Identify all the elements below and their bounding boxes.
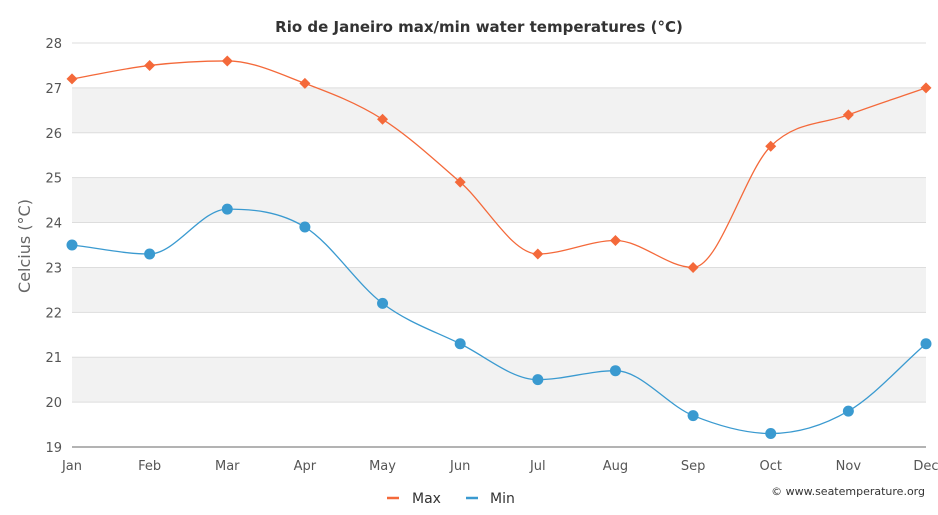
series-max-point[interactable]: [765, 140, 777, 152]
series-min-point[interactable]: [377, 297, 389, 309]
y-tick-label: 22: [45, 306, 62, 321]
y-tick-label: 20: [45, 396, 62, 411]
credit-text[interactable]: © www.seatemperature.org: [771, 485, 925, 498]
series-max-point[interactable]: [609, 235, 621, 247]
series-min-point[interactable]: [454, 338, 466, 350]
grid-band: [72, 267, 926, 313]
series-max-point[interactable]: [377, 113, 389, 125]
series-max-point[interactable]: [920, 82, 932, 94]
x-tick-labels: Jan Feb Mar Apr May Jun Jul Aug Sep Oct Nov Dec: [61, 459, 938, 474]
x-tick-label: Dec: [913, 459, 938, 474]
legend-max-label: Max: [412, 491, 441, 507]
series-min-point[interactable]: [765, 428, 777, 440]
chart-title: Rio de Janeiro max/min water temperature…: [275, 18, 683, 36]
y-axis-label: Celcius (°C): [15, 199, 34, 293]
series-max: [66, 55, 932, 273]
gridlines: [72, 42, 926, 403]
background-bands: [72, 87, 926, 403]
legend: Max Min: [387, 491, 515, 507]
x-tick-label: May: [369, 459, 396, 474]
x-tick-label: Oct: [759, 459, 781, 474]
y-tick-label: 26: [45, 127, 62, 142]
series-min-point[interactable]: [66, 239, 78, 251]
series-max-point[interactable]: [532, 248, 544, 260]
series-min-point[interactable]: [920, 338, 932, 350]
x-tick-label: Jul: [529, 459, 546, 474]
series-max-point[interactable]: [66, 73, 78, 85]
series-min-point[interactable]: [144, 248, 156, 260]
series-max-point[interactable]: [221, 55, 233, 67]
y-tick-label: 28: [45, 37, 62, 52]
y-tick-label: 27: [45, 82, 62, 97]
y-tick-label: 19: [45, 441, 62, 456]
series-min: [66, 203, 932, 440]
x-tick-label: Nov: [836, 459, 862, 474]
series-min-point[interactable]: [221, 203, 233, 215]
series-min-line: [71, 208, 927, 435]
x-tick-label: Aug: [603, 459, 628, 474]
series-min-point[interactable]: [609, 365, 621, 377]
y-tick-label: 23: [45, 261, 62, 276]
legend-item-max[interactable]: Max: [387, 491, 441, 507]
y-tick-label: 25: [45, 172, 62, 187]
x-tick-label: Jun: [449, 459, 470, 474]
grid-band: [72, 87, 926, 133]
series-min-point[interactable]: [687, 410, 699, 422]
x-tick-label: Sep: [681, 459, 706, 474]
series-max-point[interactable]: [454, 176, 466, 188]
series-max-point[interactable]: [842, 109, 854, 121]
grid-band: [72, 357, 926, 403]
y-tick-labels: 19 20 21 22 23 24 25 26 27 28: [45, 37, 62, 456]
series-min-point[interactable]: [299, 221, 311, 233]
series-min-point[interactable]: [532, 374, 544, 386]
series-max-point[interactable]: [144, 59, 156, 71]
legend-item-min[interactable]: Min: [466, 491, 515, 507]
legend-min-label: Min: [490, 491, 515, 507]
x-tick-label: Jan: [61, 459, 82, 474]
series-min-point[interactable]: [842, 405, 854, 417]
x-tick-label: Mar: [215, 459, 240, 474]
y-tick-label: 21: [45, 351, 62, 366]
series-max-point[interactable]: [299, 77, 311, 89]
y-tick-label: 24: [45, 217, 62, 232]
x-tick-label: Feb: [138, 459, 161, 474]
x-tick-label: Apr: [294, 459, 317, 474]
series-max-point[interactable]: [687, 261, 699, 273]
grid-band: [72, 177, 926, 223]
series-group: [66, 55, 932, 440]
